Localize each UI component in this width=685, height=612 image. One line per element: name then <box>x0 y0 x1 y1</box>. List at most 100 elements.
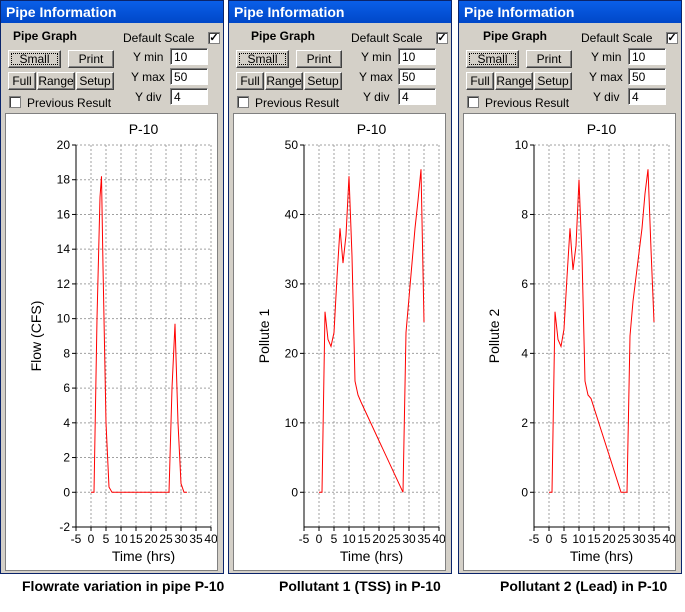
x-tick-label: -5 <box>71 532 82 546</box>
chart-title: P-10 <box>587 121 617 137</box>
graph-controls: Pipe Graph Small Print Full Range Setup … <box>459 23 681 111</box>
setup-button[interactable]: Setup <box>76 72 114 90</box>
x-tick-label: 5 <box>331 532 338 546</box>
x-tick-label: 30 <box>402 532 416 546</box>
range-button[interactable]: Range <box>265 72 303 90</box>
y-tick-label: 20 <box>57 138 71 152</box>
flow-chart: P-10-5 0 5 10 15 20 25 30 35 40-20246810121416182… <box>28 121 217 564</box>
x-tick-label: 40 <box>204 532 217 546</box>
x-tick-label: 25 <box>159 532 173 546</box>
default-scale-checkbox[interactable]: ✓ <box>666 32 678 44</box>
graph-controls: Pipe Graph Small Print Full Range Setup … <box>1 23 223 111</box>
x-tick-label: 0 <box>88 532 95 546</box>
ymax-field[interactable]: 50 <box>398 68 436 85</box>
y-tick-label: 18 <box>57 173 71 187</box>
y-tick-label: 0 <box>291 485 298 499</box>
small-button[interactable]: Small <box>466 50 519 68</box>
y-tick-label: 20 <box>285 346 299 360</box>
x-tick-label: 10 <box>342 532 356 546</box>
full-button[interactable]: Full <box>8 72 36 90</box>
y-tick-label: 8 <box>63 346 70 360</box>
ymin-field[interactable]: 10 <box>628 48 666 65</box>
series-line <box>549 169 655 493</box>
default-scale-label: Default Scale <box>581 31 653 45</box>
pipe-graph-label: Pipe Graph <box>251 29 316 43</box>
range-button[interactable]: Range <box>37 72 75 90</box>
pipe-graph-label: Pipe Graph <box>13 29 78 43</box>
graph-controls: Pipe Graph Small Print Full Range Setup … <box>229 23 451 111</box>
default-scale-checkbox[interactable]: ✓ <box>436 32 448 44</box>
ymax-field[interactable]: 50 <box>170 68 208 85</box>
ymax-field[interactable]: 50 <box>628 68 666 85</box>
x-tick-label: 15 <box>129 532 143 546</box>
x-tick-label: -5 <box>299 532 310 546</box>
ydiv-field[interactable]: 4 <box>170 88 208 105</box>
x-tick-label: 35 <box>417 532 431 546</box>
ymin-label: Y min <box>133 50 164 64</box>
previous-result-label: Previous Result <box>255 96 340 110</box>
pipe-info-panel-2: Pipe Information Pipe Graph Small Print … <box>228 0 452 574</box>
x-tick-label: 15 <box>357 532 371 546</box>
small-button[interactable]: Small <box>8 50 61 68</box>
y-axis-label: Flow (CFS) <box>28 301 44 372</box>
print-button[interactable]: Print <box>526 50 572 68</box>
y-tick-label: 4 <box>521 346 528 360</box>
series-line <box>91 176 187 493</box>
y-tick-label: 10 <box>285 416 299 430</box>
print-button[interactable]: Print <box>68 50 114 68</box>
pipe-graph-label: Pipe Graph <box>483 29 548 43</box>
y-tick-label: 6 <box>521 277 528 291</box>
y-tick-label: 40 <box>285 207 299 221</box>
y-tick-label: 0 <box>521 485 528 499</box>
y-tick-label: 2 <box>63 451 70 465</box>
print-button[interactable]: Print <box>296 50 342 68</box>
x-tick-label: 35 <box>647 532 661 546</box>
ydiv-field[interactable]: 4 <box>628 88 666 105</box>
chart-title: P-10 <box>129 121 159 137</box>
x-tick-label: 35 <box>189 532 203 546</box>
ydiv-label: Y div <box>135 90 162 104</box>
x-tick-label: -5 <box>529 532 540 546</box>
ymin-field[interactable]: 10 <box>170 48 208 65</box>
y-tick-label: 14 <box>57 242 71 256</box>
full-button[interactable]: Full <box>466 72 494 90</box>
range-button[interactable]: Range <box>495 72 533 90</box>
x-tick-label: 30 <box>174 532 188 546</box>
default-scale-checkbox[interactable]: ✓ <box>208 32 220 44</box>
y-tick-label: 8 <box>521 207 528 221</box>
small-button[interactable]: Small <box>236 50 289 68</box>
x-tick-label: 10 <box>572 532 586 546</box>
ydiv-field[interactable]: 4 <box>398 88 436 105</box>
previous-result-checkbox[interactable] <box>237 96 249 108</box>
y-axis-label: Pollute 2 <box>486 309 502 364</box>
ymin-field[interactable]: 10 <box>398 48 436 65</box>
x-tick-label: 5 <box>561 532 568 546</box>
y-tick-label: 10 <box>515 138 529 152</box>
ymax-label: Y max <box>359 70 393 84</box>
caption-pollutant-2: Pollutant 2 (Lead) in P-10 <box>500 578 668 594</box>
x-axis-label: Time (hrs) <box>340 548 403 564</box>
previous-result-checkbox[interactable] <box>9 96 21 108</box>
previous-result-label: Previous Result <box>27 96 112 110</box>
setup-button[interactable]: Setup <box>304 72 342 90</box>
x-tick-label: 20 <box>602 532 616 546</box>
x-tick-label: 30 <box>632 532 646 546</box>
ymax-label: Y max <box>131 70 165 84</box>
setup-button[interactable]: Setup <box>534 72 572 90</box>
caption-pollutant-1: Pollutant 1 (TSS) in P-10 <box>279 578 441 594</box>
y-tick-label: 10 <box>57 312 71 326</box>
pipe-info-panel-3: Pipe Information Pipe Graph Small Print … <box>458 0 682 574</box>
previous-result-checkbox[interactable] <box>467 96 479 108</box>
x-tick-label: 40 <box>432 532 445 546</box>
x-tick-label: 20 <box>372 532 386 546</box>
y-tick-label: 50 <box>285 138 299 152</box>
x-tick-label: 10 <box>114 532 128 546</box>
plot-area: P-10 -5 0 5 10 15 20 25 30 35 40 0 10 20 30 40 50 Time (h… <box>233 113 446 571</box>
full-button[interactable]: Full <box>236 72 264 90</box>
plot-area: P-10 -5 0 5 10 15 20 25 30 35 40 -2 0 2 4 6 8 10 12 14 16 18 2… <box>5 113 218 571</box>
x-tick-label: 20 <box>144 532 158 546</box>
y-tick-label: 12 <box>57 277 71 291</box>
panel-title: Pipe Information <box>229 1 451 23</box>
y-axis-label: Pollute 1 <box>256 309 272 364</box>
